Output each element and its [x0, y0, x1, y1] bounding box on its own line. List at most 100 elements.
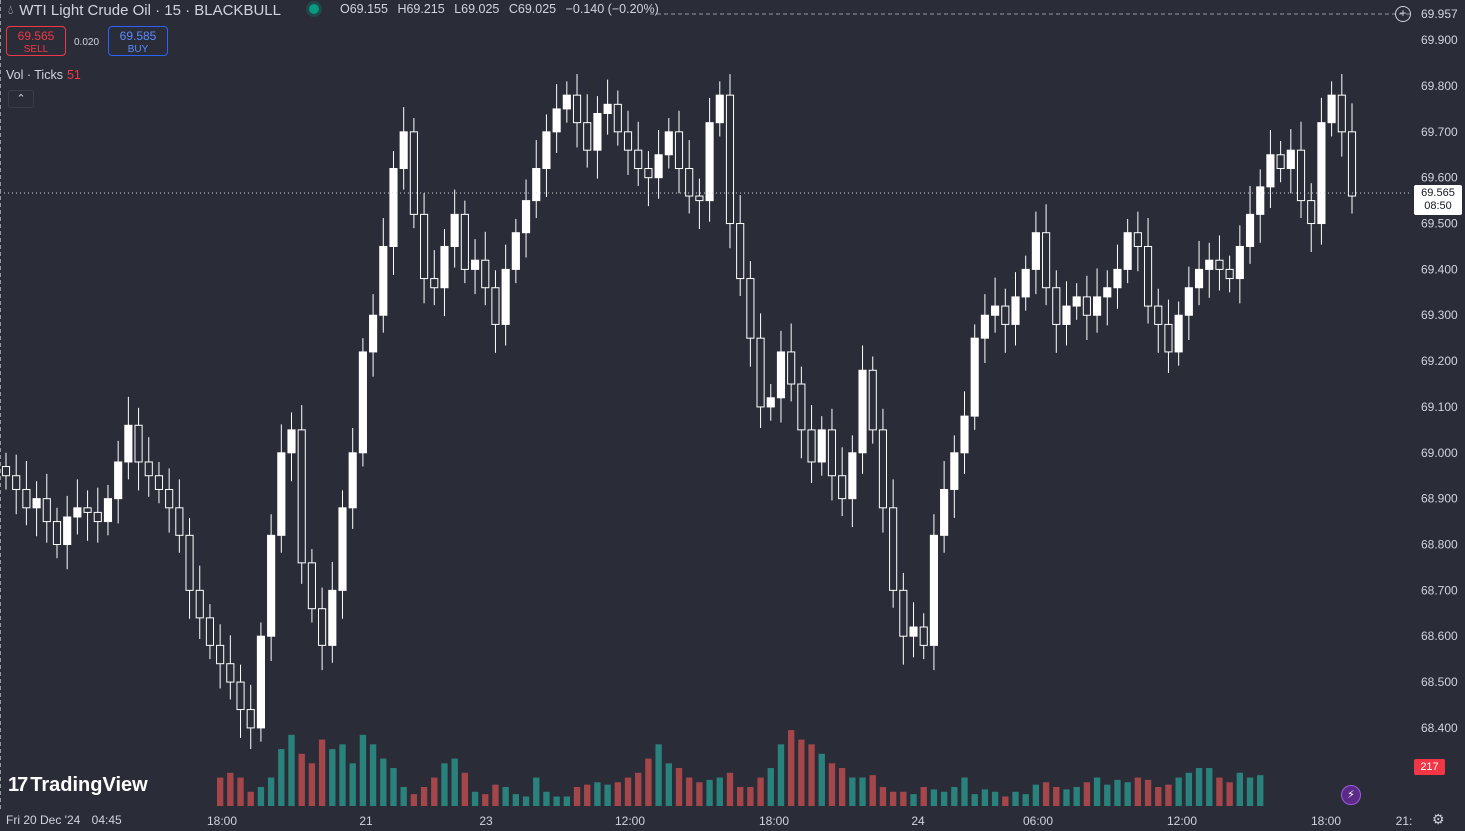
candle-body: [613, 103, 622, 133]
candle-body: [1031, 232, 1040, 270]
candle-body: [654, 154, 663, 179]
low-value: L69.025: [454, 2, 500, 16]
candle-body: [1072, 296, 1081, 307]
sell-button[interactable]: 69.565 SELL: [6, 26, 66, 56]
volume-bar: [451, 758, 458, 806]
candle-body: [1327, 94, 1336, 124]
crosshair-date: Fri 20 Dec '24: [6, 813, 81, 827]
lightning-icon[interactable]: ⚡︎: [1341, 785, 1361, 805]
volume-bar: [900, 791, 907, 806]
candle-body: [1276, 154, 1285, 170]
chevron-up-icon: ⌃: [16, 93, 26, 105]
volume-bar: [1032, 784, 1040, 806]
volume-bar: [410, 794, 418, 806]
change-value: −0.140 (−0.20%): [565, 2, 659, 16]
price-axis-top-label: 69.957: [1421, 7, 1458, 21]
market-status-icon[interactable]: [309, 4, 319, 14]
volume-bar: [318, 739, 326, 806]
volume-bar: [1053, 787, 1060, 806]
candle-body: [144, 461, 153, 477]
price-axis-tick: 69.500: [1421, 217, 1458, 231]
volume-legend-value: 51: [66, 68, 81, 82]
candle-body: [899, 589, 908, 637]
candle-body: [1042, 232, 1051, 289]
candle-body: [205, 617, 215, 646]
price-axis-tick: 69.900: [1421, 33, 1458, 47]
symbol-title[interactable]: WTI Light Crude Oil · 15 · BLACKBULL: [19, 1, 281, 19]
candle-body: [848, 452, 857, 500]
candle-body: [348, 452, 357, 509]
tradingview-logo-text: TradingView: [30, 774, 148, 796]
time-axis-tick: 18:00: [207, 814, 237, 828]
candle-body: [256, 635, 265, 729]
volume-bar: [278, 749, 285, 806]
volume-bar: [1002, 796, 1009, 806]
price-axis-tick: 69.200: [1421, 354, 1458, 368]
candle-body: [583, 122, 592, 151]
price-axis-tick: 69.100: [1421, 400, 1458, 414]
volume-bar: [716, 777, 723, 806]
price-axis-tick: 68.400: [1421, 721, 1458, 735]
candle-body: [685, 168, 694, 197]
volume-bar: [329, 749, 336, 806]
volume-bar: [380, 758, 387, 806]
candle-body: [919, 626, 928, 646]
candle-body: [562, 94, 571, 110]
volume-bar: [1155, 787, 1162, 806]
volume-bar: [1144, 779, 1152, 806]
candle-body: [1093, 296, 1102, 316]
volume-bar: [257, 787, 265, 806]
volume-bar: [1257, 775, 1264, 806]
candle-body: [705, 122, 714, 202]
candle-body: [236, 681, 245, 711]
time-axis[interactable]: 18:00 21 23 12:00 18:00 24 06:00 12:00 18:00 21:: [207, 814, 1412, 828]
volume-bar: [1246, 777, 1254, 806]
candle-body: [1225, 268, 1234, 280]
candle-body: [787, 351, 796, 385]
volume-bars: [216, 730, 1264, 806]
candle-body: [491, 287, 500, 325]
candlesticks: [1, 74, 1357, 749]
candle-body: [32, 498, 41, 509]
candle-body: [634, 149, 643, 170]
candle-body: [277, 452, 286, 536]
candle-body: [1184, 287, 1193, 316]
volume-bar: [1073, 787, 1080, 806]
gear-icon[interactable]: ⚙︎: [1432, 811, 1445, 827]
candle-body: [42, 498, 51, 523]
volume-bar: [522, 796, 530, 806]
candle-body: [980, 314, 989, 339]
candle-body: [103, 498, 113, 523]
price-axis[interactable]: 69.957 69.900 69.800 69.700 69.600 69.500 69.4…: [1421, 7, 1458, 777]
candle-body: [1307, 200, 1316, 225]
collapse-button[interactable]: ⌃: [8, 90, 34, 108]
buy-price: 69.585: [119, 29, 157, 43]
bar-countdown: 08:50: [1424, 200, 1452, 212]
candle-body: [1317, 122, 1326, 225]
tradingview-logo[interactable]: 17 TradingView: [8, 774, 148, 797]
volume-bar: [247, 791, 254, 806]
candle-body: [1164, 323, 1173, 353]
candle-body: [1266, 154, 1275, 188]
candle-body: [195, 589, 204, 619]
candle-body: [12, 475, 21, 490]
candle-body: [940, 488, 949, 536]
volume-bar: [889, 791, 897, 806]
volume-bar: [400, 787, 407, 806]
volume-bar: [1114, 779, 1121, 806]
candle-body: [287, 429, 296, 454]
add-plus-icon[interactable]: +: [1395, 6, 1411, 22]
volume-bar: [1022, 794, 1029, 806]
volume-bar: [645, 758, 652, 806]
volume-bar: [339, 744, 346, 806]
candle-body: [1, 466, 11, 477]
volume-bar: [1063, 789, 1070, 806]
volume-legend[interactable]: Vol · Ticks 51: [6, 68, 81, 82]
volume-bar: [1195, 768, 1203, 806]
volume-tag: 217: [1414, 759, 1445, 775]
high-value: H69.215: [397, 2, 445, 16]
buy-button[interactable]: 69.585 BUY: [108, 26, 168, 56]
current-price-value: 69.565: [1421, 187, 1455, 199]
volume-bar: [1104, 784, 1111, 806]
